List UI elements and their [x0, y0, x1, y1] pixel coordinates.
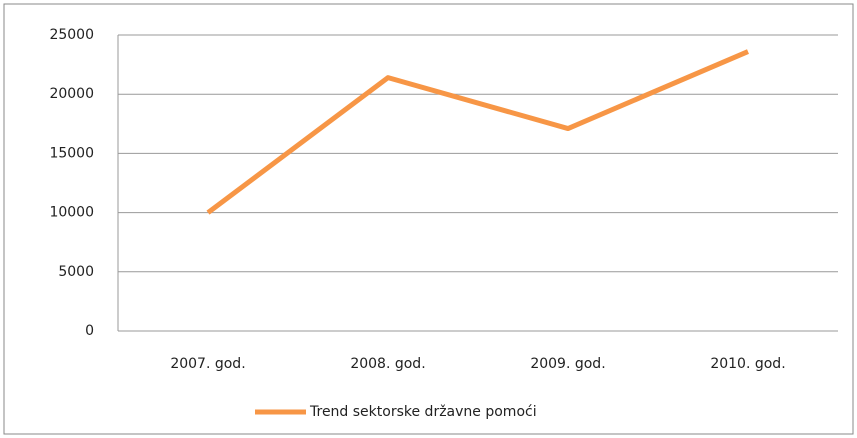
x-tick-label: 2010. god.: [710, 356, 785, 372]
y-tick-label: 15000: [49, 145, 94, 161]
data-line: [206, 49, 749, 215]
y-tick-label: 0: [85, 323, 94, 339]
x-tick-label: 2007. god.: [170, 356, 245, 372]
y-tick-label: 10000: [49, 205, 94, 221]
legend-label: Trend sektorske državne pomoći: [309, 404, 537, 420]
y-tick-label: 20000: [49, 86, 94, 102]
x-tick-label: 2009. god.: [530, 356, 605, 372]
y-tick-label: 25000: [49, 27, 94, 43]
x-tick-label: 2008. god.: [350, 356, 425, 372]
y-tick-label: 5000: [58, 264, 94, 280]
chart-border: [3, 3, 854, 435]
